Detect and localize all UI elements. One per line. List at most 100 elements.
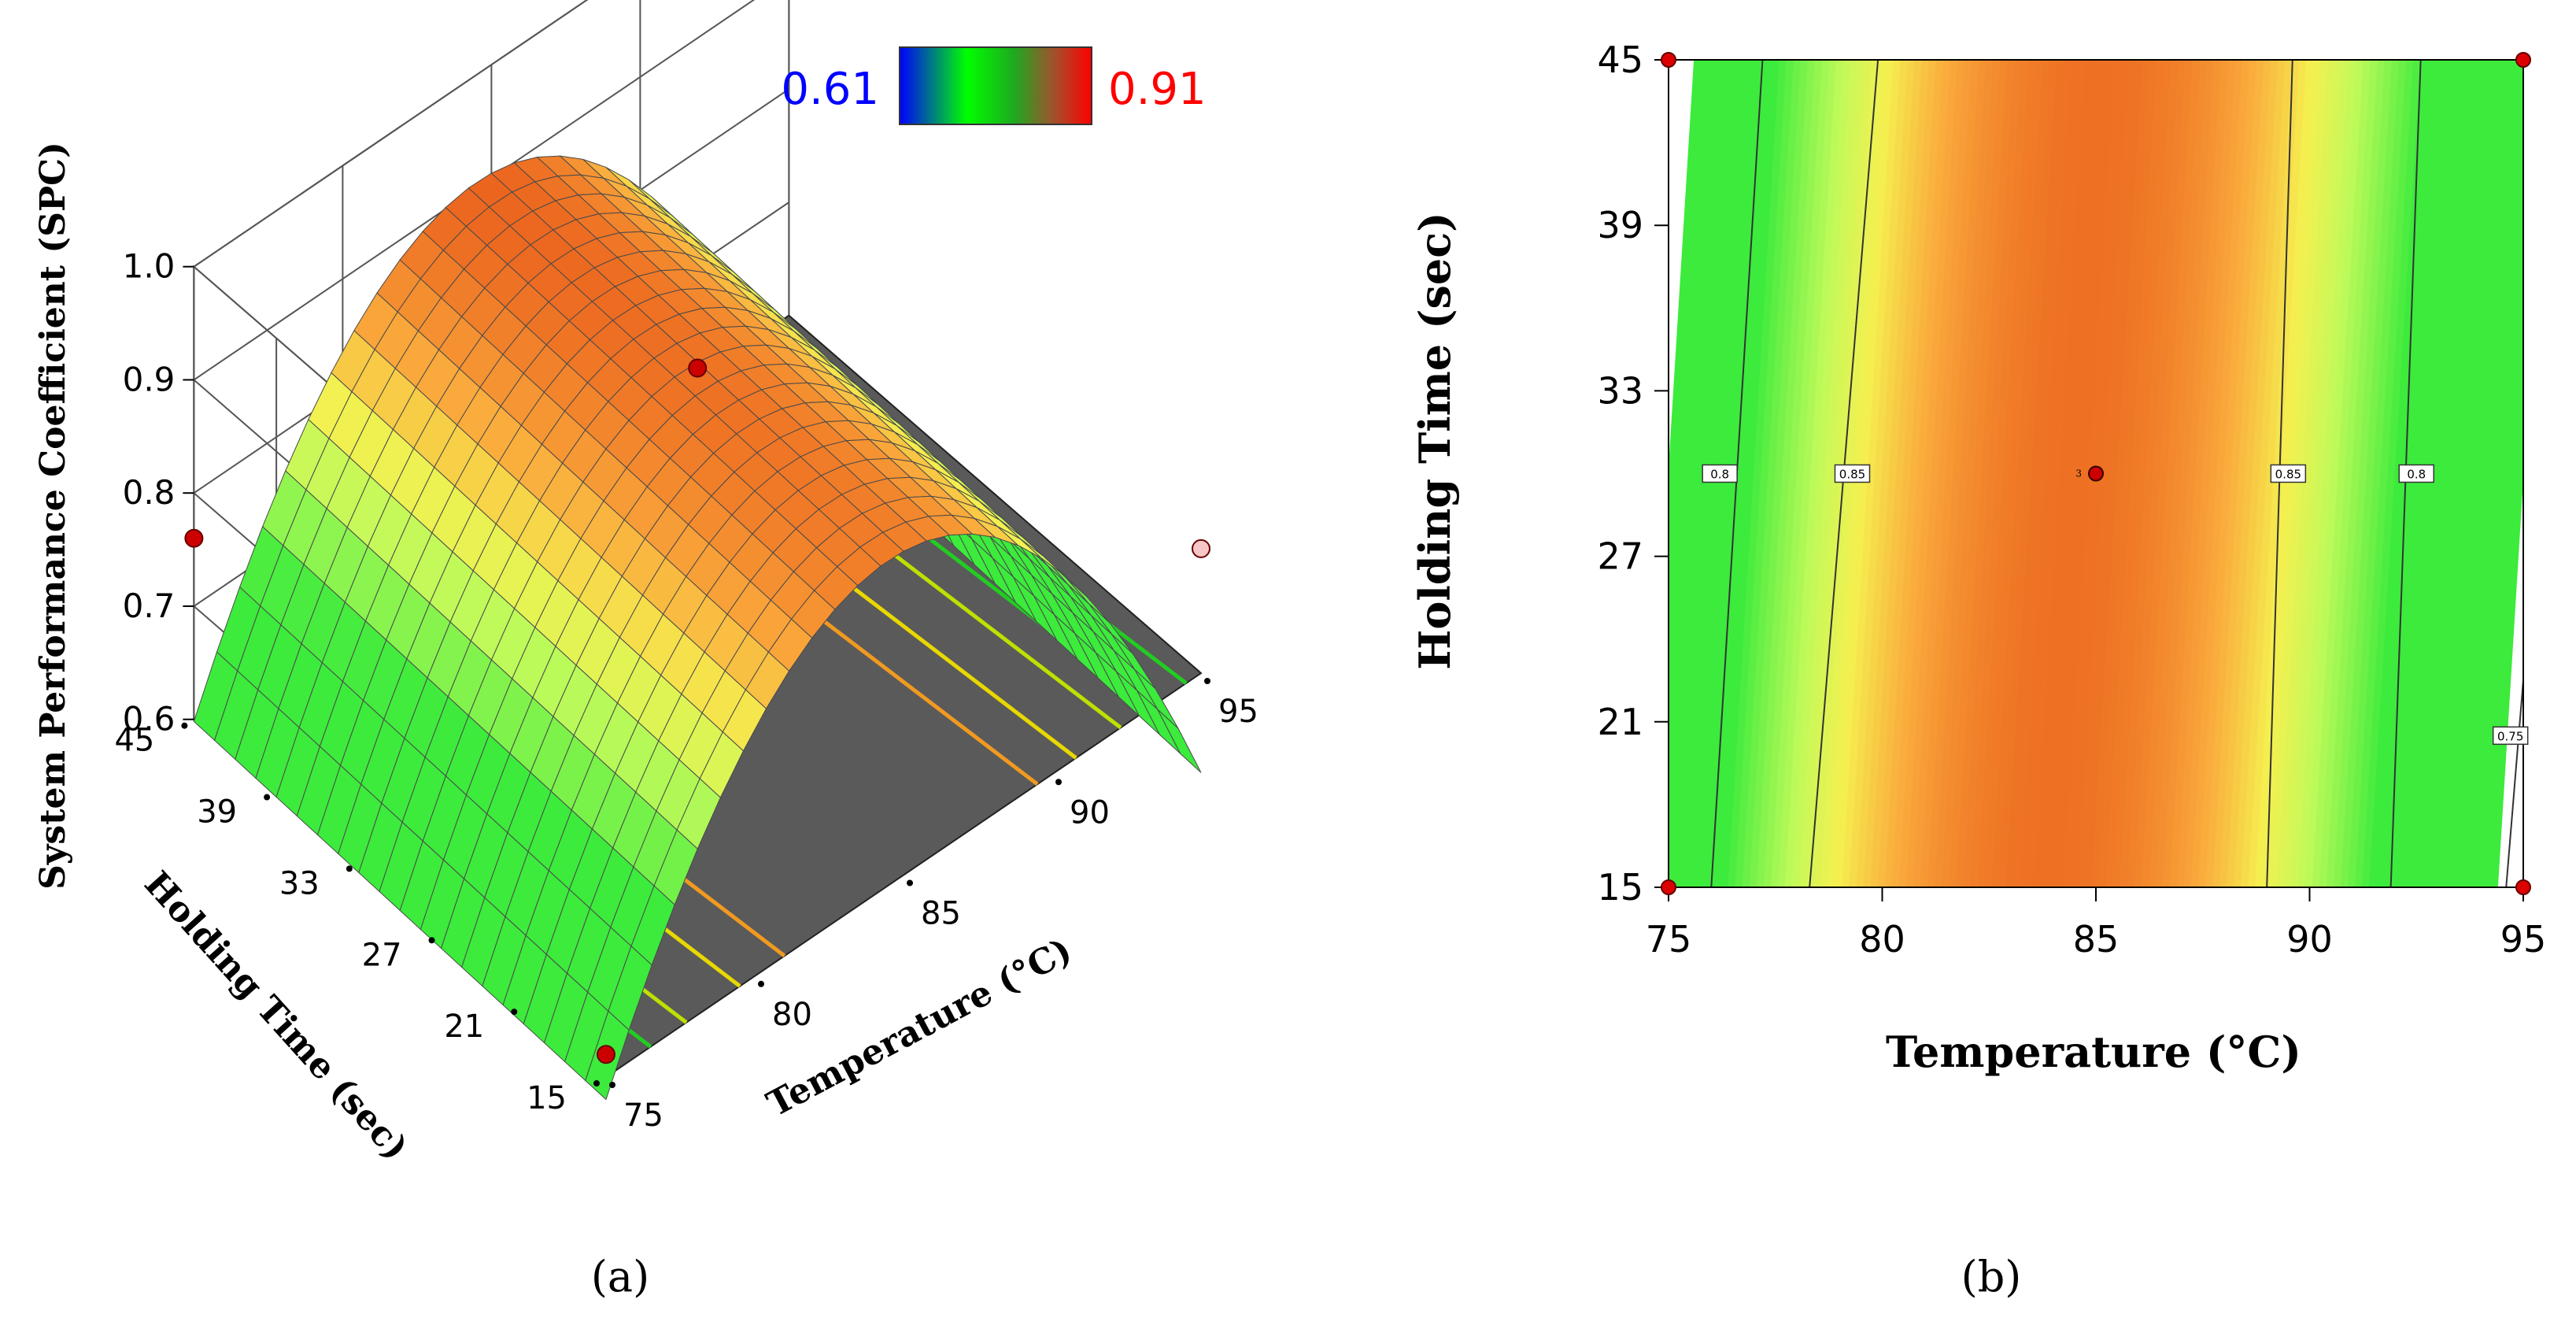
contour-fill-strip bbox=[2219, 60, 2279, 887]
contour-fill-strip bbox=[1856, 60, 1916, 887]
contour-label-box bbox=[2398, 464, 2434, 483]
contour-x-tick-label: 90 bbox=[2286, 918, 2333, 961]
contour-fill-strip bbox=[2141, 60, 2201, 887]
contour-fill-strip bbox=[2447, 60, 2507, 887]
contour-design-point bbox=[2515, 879, 2531, 895]
contour-fill-strip bbox=[1934, 60, 1994, 887]
z-tick-label: 0.8 bbox=[123, 473, 176, 512]
contour-fill-strip bbox=[2426, 60, 2485, 887]
contour-fill-strip bbox=[1749, 60, 1809, 887]
contour-fill-strip bbox=[1949, 60, 2009, 887]
contour-design-points: 3 bbox=[1661, 52, 2531, 895]
design-point bbox=[688, 358, 708, 378]
temperature-tick-label: 80 bbox=[772, 997, 812, 1033]
contour-x-tick-label: 95 bbox=[2500, 918, 2547, 961]
time-tick-mark bbox=[593, 1080, 600, 1086]
temperature-tick-label: 90 bbox=[1070, 794, 1110, 831]
surface-facet bbox=[1157, 709, 1202, 773]
contour-fill-strip bbox=[2297, 60, 2357, 887]
contour-x-axis-title: Temperature (°C) bbox=[1886, 1027, 2301, 1077]
time-tick-mark bbox=[346, 865, 353, 872]
contour-fill-strip bbox=[2041, 60, 2101, 887]
contour-ticks: 75 80 85 90 95 15 21 27 33 39 45 bbox=[1597, 39, 2546, 961]
contour-fill-strip bbox=[1720, 60, 1780, 887]
contour-fill-strip bbox=[2020, 60, 2079, 887]
contour-level-label: 0.85 bbox=[1839, 468, 1865, 482]
center-point bbox=[2088, 465, 2104, 482]
colorbar-max-label: 0.91 bbox=[1108, 64, 1207, 115]
panel-label-a: (a) bbox=[591, 1252, 649, 1301]
time-tick-label: 39 bbox=[197, 794, 237, 831]
contour-fill-strip bbox=[2333, 60, 2393, 887]
contour-fill-strip bbox=[2304, 60, 2364, 887]
colorbar-min-label: 0.61 bbox=[781, 64, 879, 115]
contour-label-box bbox=[2492, 726, 2529, 746]
contour-fill-strip bbox=[2226, 60, 2286, 887]
contour-y-tick-label: 15 bbox=[1597, 866, 1643, 909]
z-axis-title: System Performance Coefficient (SPC) bbox=[33, 142, 73, 890]
contour-fill-strip bbox=[1842, 60, 1902, 887]
contour-line bbox=[2505, 671, 2523, 887]
contour-fill-strip bbox=[1742, 60, 1802, 887]
contour-fill bbox=[1669, 60, 2523, 887]
contour-fill-strip bbox=[1713, 60, 1773, 887]
contour-fill-strip bbox=[2098, 60, 2158, 887]
contour-fill-strip bbox=[2354, 60, 2415, 887]
contour-fill-strip bbox=[1956, 60, 2016, 887]
contour-y-tick-label: 27 bbox=[1597, 535, 1643, 578]
contour-label-box bbox=[1834, 464, 1871, 483]
contour-fill-strip bbox=[2012, 60, 2072, 887]
temperature-tick-mark bbox=[1204, 678, 1210, 684]
contour-fill-strip bbox=[1863, 60, 1923, 887]
time-tick-mark bbox=[181, 722, 188, 729]
time-tick-label: 27 bbox=[362, 937, 402, 973]
contour-fill-strip bbox=[1784, 60, 1845, 887]
contour-fill-strip bbox=[1777, 60, 1838, 887]
center-point-count: 3 bbox=[2075, 468, 2082, 479]
contour-fill-strip bbox=[2155, 60, 2215, 887]
contour-fill-strip bbox=[2212, 60, 2272, 887]
contour-fill-strip bbox=[2412, 60, 2471, 887]
time-tick-label: 21 bbox=[444, 1009, 484, 1045]
contour-fill-strip bbox=[1884, 60, 1944, 887]
time-tick-label: 33 bbox=[279, 865, 320, 901]
contour-level-labels: 0.8 0.85 0.85 0.8 0.75 bbox=[1702, 464, 2529, 746]
contour-label-box bbox=[1702, 464, 1738, 483]
contour-fill-strip bbox=[2183, 60, 2243, 887]
temperature-tick-mark bbox=[907, 879, 913, 887]
contour-fill-strip bbox=[2205, 60, 2265, 887]
contour-x-tick-label: 80 bbox=[1859, 918, 1905, 961]
contour-design-point bbox=[2515, 52, 2531, 68]
temperature-tick-mark bbox=[609, 1082, 615, 1088]
contour-level-label: 0.75 bbox=[2497, 729, 2523, 743]
surface-design-points bbox=[184, 358, 1210, 1064]
contour-fill-strip bbox=[2190, 60, 2251, 887]
contour-fill-strip bbox=[1898, 60, 1958, 887]
contour-fill-strip bbox=[2127, 60, 2186, 887]
contour-fill-strip bbox=[2419, 60, 2478, 887]
contour-fill-strip bbox=[2169, 60, 2229, 887]
contour-level-label: 0.8 bbox=[1710, 468, 1729, 482]
colorbar-gradient bbox=[899, 46, 1092, 125]
contour-fill-strip bbox=[1671, 60, 1731, 887]
time-tick-mark bbox=[264, 794, 271, 801]
temperature-tick-mark bbox=[758, 980, 764, 987]
contour-fill-strip bbox=[2454, 60, 2514, 887]
contour-fill-strip bbox=[1913, 60, 1973, 887]
contour-fill-strip bbox=[2197, 60, 2258, 887]
contour-fill-strip bbox=[2112, 60, 2172, 887]
contour-fill-strip bbox=[1991, 60, 2051, 887]
contour-fill-strip bbox=[1998, 60, 2058, 887]
contour-fill-strip bbox=[1791, 60, 1852, 887]
contour-design-point bbox=[1661, 879, 1676, 895]
contour-fill-strip bbox=[1941, 60, 2001, 887]
holding-time-axis-title: Holding Time (sec) bbox=[136, 864, 416, 1168]
time-tick-mark bbox=[428, 937, 435, 944]
time-tick-label: 45 bbox=[114, 723, 154, 759]
contour-fill-strip bbox=[1977, 60, 2037, 887]
contour-plot-panel: 75 80 85 90 95 15 21 27 33 39 45 0.8 0.85 0.85 0.8 0.7… bbox=[1410, 39, 2546, 1301]
z-tick-label: 0.7 bbox=[123, 587, 176, 625]
contour-fill-strip bbox=[1963, 60, 2023, 887]
contour-fill-strip bbox=[2440, 60, 2500, 887]
contour-fill-strip bbox=[1669, 60, 1724, 887]
